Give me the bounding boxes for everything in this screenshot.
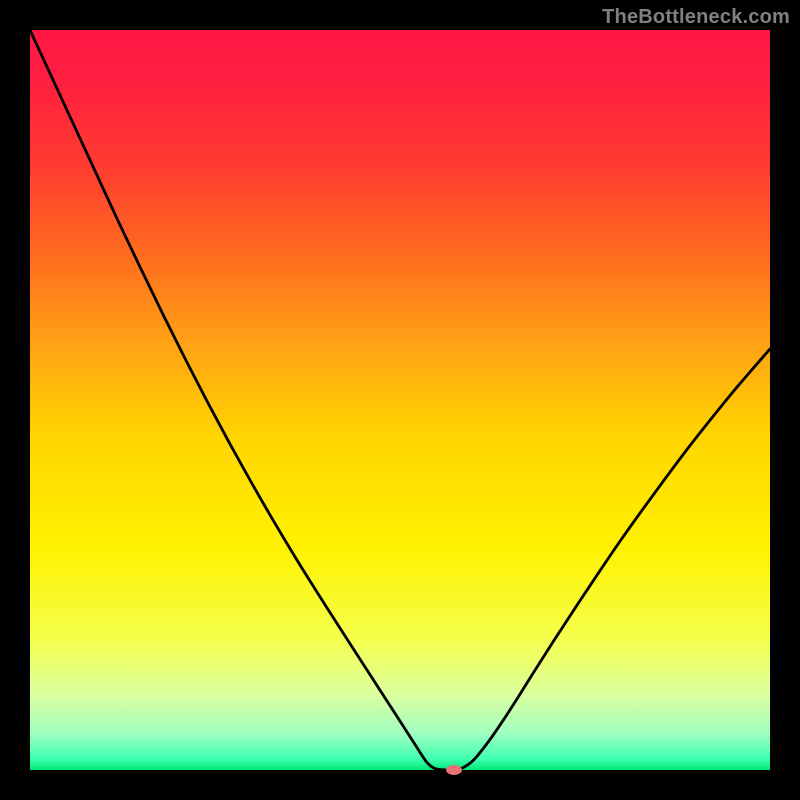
plot-background (30, 30, 770, 770)
chart-container: TheBottleneck.com (0, 0, 800, 800)
optimal-point-marker (446, 765, 462, 775)
bottleneck-chart (0, 0, 800, 800)
watermark-text: TheBottleneck.com (602, 6, 790, 29)
